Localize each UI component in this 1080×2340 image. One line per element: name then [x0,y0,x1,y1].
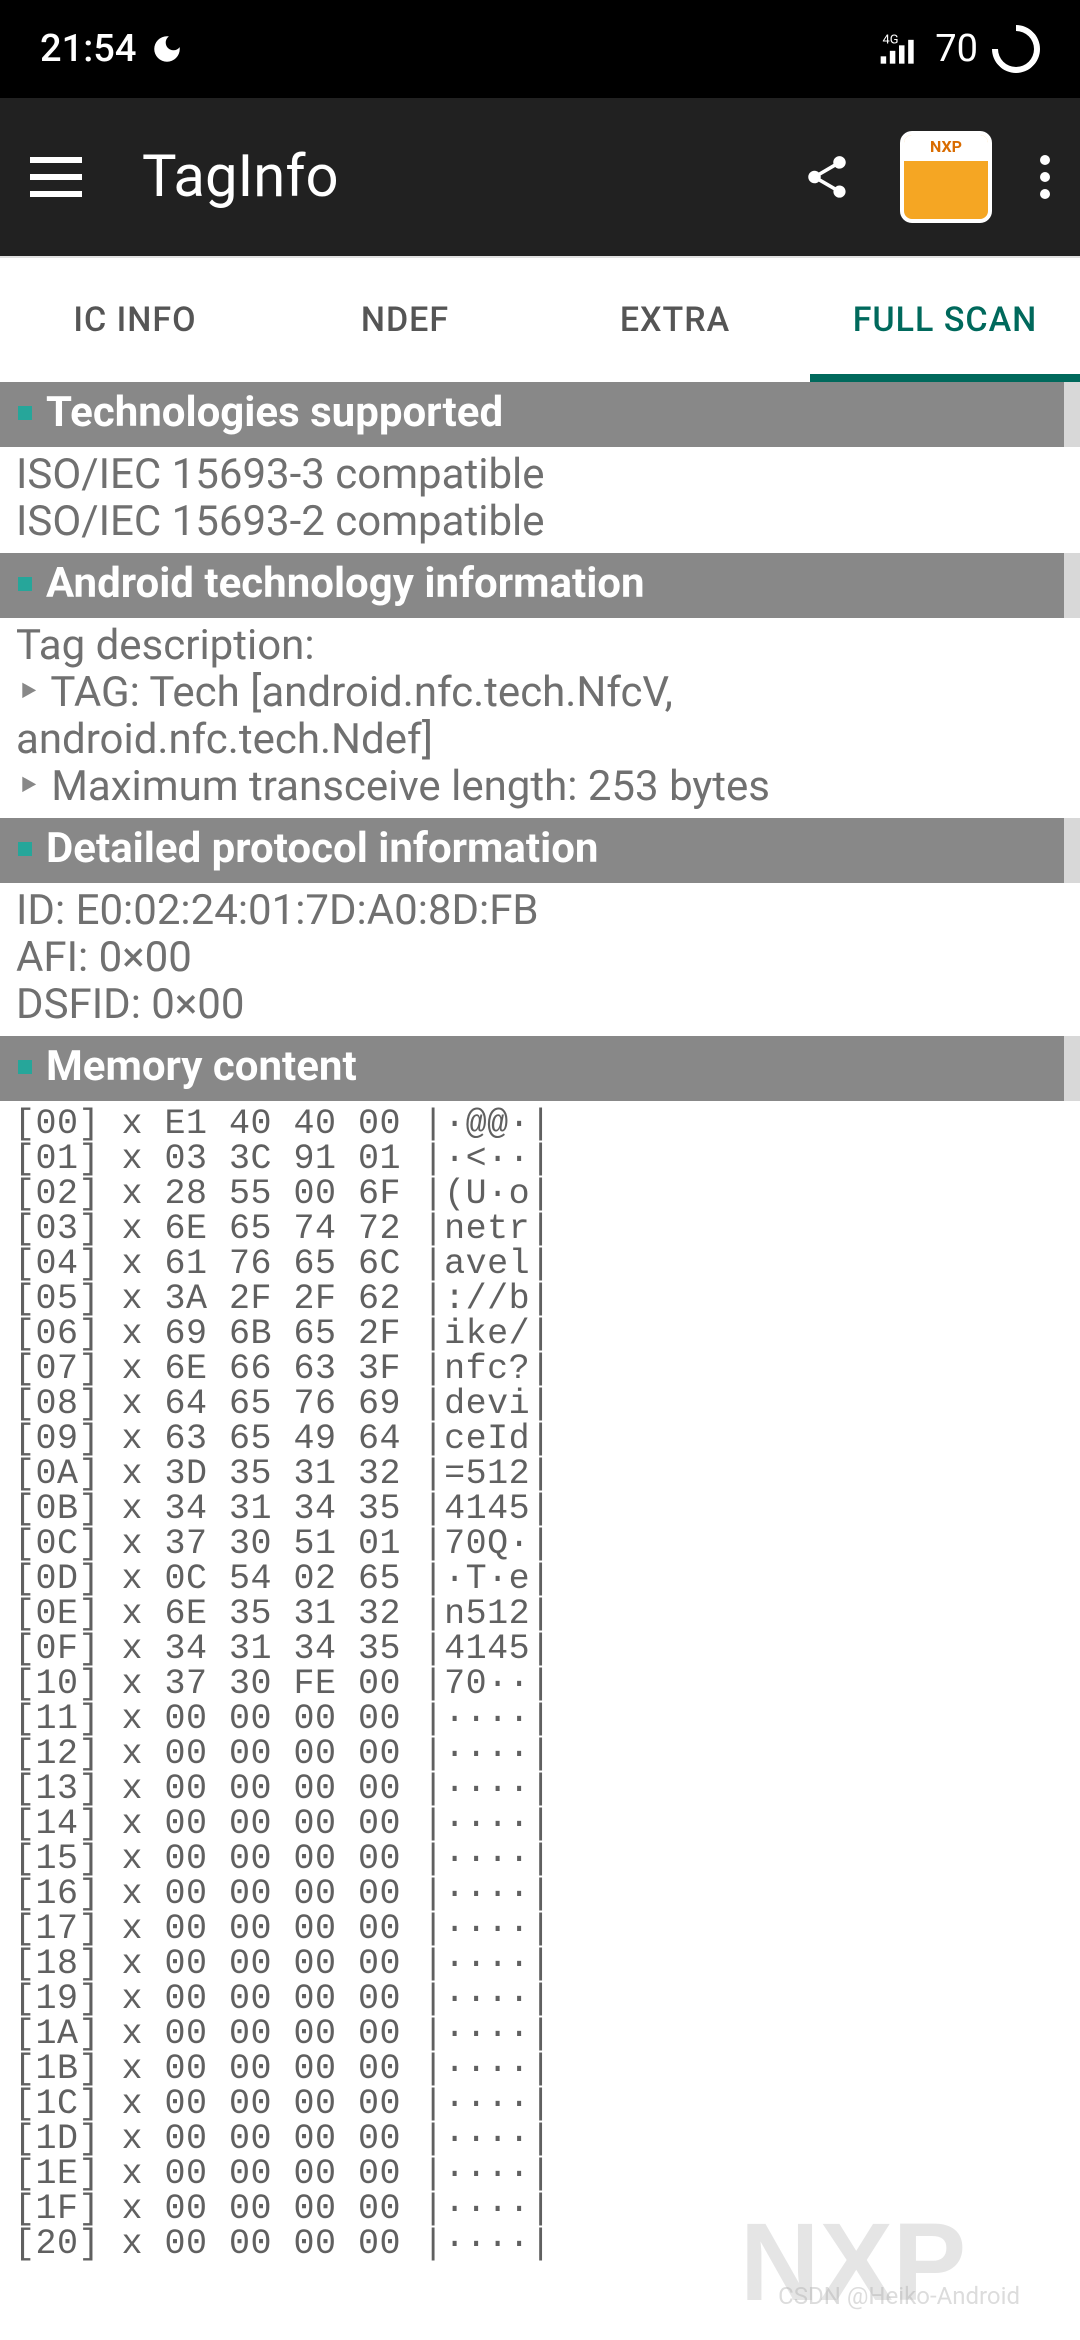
tab-bar: IC INFO NDEF EXTRA FULL SCAN [0,256,1080,382]
battery-level: 70 [935,27,978,71]
menu-icon[interactable] [30,157,82,197]
tab-ndef[interactable]: NDEF [270,258,540,382]
tab-extra[interactable]: EXTRA [540,258,810,382]
status-left: 21:54 [40,27,184,71]
section-body-tech: ISO/IEC 15693-3 compatible ISO/IEC 15693… [0,447,1080,553]
protocol-dsfid: DSFID: 0×00 [16,981,1064,1028]
csdn-watermark: CSDN @Heiko-Android [778,2282,1020,2310]
status-time: 21:54 [40,27,136,71]
tag-tech-line2: android.nfc.tech.Ndef] [16,716,1064,763]
status-bar: 21:54 4G 70 [0,0,1080,98]
tab-ic-info[interactable]: IC INFO [0,258,270,382]
app-title: TagInfo [142,143,802,211]
share-icon[interactable] [802,152,852,202]
status-right: 4G 70 [877,25,1040,73]
svg-text:4G: 4G [883,33,899,48]
section-header-android: Android technology information [0,553,1080,618]
nxp-tagwriter-icon[interactable]: NXP [900,131,992,223]
tag-description-label: Tag description: [16,622,1064,669]
protocol-id: ID: E0:02:24:01:7D:A0:8D:FB [16,887,1064,934]
section-header-tech: Technologies supported [0,382,1080,447]
section-header-memory: Memory content [0,1036,1080,1101]
action-bar: NXP [802,131,1050,223]
tag-tech-line1: TAG: Tech [android.nfc.tech.NfcV, [16,669,1064,716]
tab-full-scan[interactable]: FULL SCAN [810,258,1080,382]
protocol-afi: AFI: 0×00 [16,934,1064,981]
tech-line-1: ISO/IEC 15693-2 compatible [16,498,1064,545]
dnd-moon-icon [150,32,184,66]
battery-circle-icon [982,15,1050,83]
signal-icon: 4G [877,30,921,68]
section-header-protocol: Detailed protocol information [0,818,1080,883]
app-bar: TagInfo NXP [0,98,1080,256]
memory-dump: [00] x E1 40 40 00 |·@@·| [01] x 03 3C 9… [0,1101,1080,2268]
tech-line-0: ISO/IEC 15693-3 compatible [16,451,1064,498]
section-body-android: Tag description: TAG: Tech [android.nfc.… [0,618,1080,818]
more-icon[interactable] [1040,155,1050,199]
section-body-protocol: ID: E0:02:24:01:7D:A0:8D:FB AFI: 0×00 DS… [0,883,1080,1036]
max-transceive: Maximum transceive length: 253 bytes [16,763,1064,810]
